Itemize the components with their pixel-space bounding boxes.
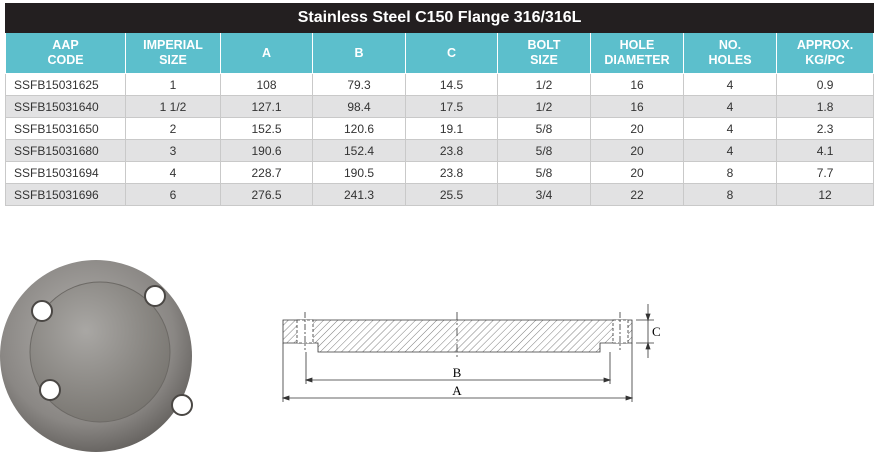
table-cell: 20 — [590, 117, 684, 140]
flange-photo — [0, 260, 193, 452]
header-line: C — [446, 45, 457, 60]
table-cell: SSFB15031640 — [5, 95, 126, 118]
column-header: IMPERIAL SIZE — [125, 32, 221, 74]
table-cell: 2.3 — [775, 117, 875, 140]
header-line: BOLT — [527, 38, 561, 52]
column-header: A — [220, 32, 313, 74]
table-cell: 1/2 — [497, 95, 591, 118]
table-cell: SSFB15031650 — [5, 117, 126, 140]
table-cell: 4 — [683, 139, 777, 162]
header-line: KG/PC — [805, 53, 845, 67]
table-row: SSFB15031694 4 228.7 190.5 23.8 5/8 20 8 7.7 — [5, 161, 875, 184]
table-cell: 5/8 — [497, 161, 591, 184]
table-cell: 190.6 — [220, 139, 313, 162]
table-cell: 22 — [590, 183, 684, 206]
dimension-label: B — [453, 365, 462, 380]
table-cell: 1 — [125, 73, 221, 96]
header-line: HOLE — [619, 38, 655, 52]
table-cell: 4 — [683, 73, 777, 96]
column-header: APPROX. KG/PC — [775, 32, 875, 74]
table-cell: 0.9 — [775, 73, 875, 96]
header-line: DIAMETER — [604, 53, 670, 67]
table-cell: 152.5 — [220, 117, 313, 140]
table-cell: 8 — [683, 161, 777, 184]
header-line: B — [354, 45, 364, 60]
column-header: B — [312, 32, 406, 74]
table-cell: 241.3 — [312, 183, 406, 206]
dimension-label: C — [652, 324, 661, 339]
table-cell: 5/8 — [497, 117, 591, 140]
header-line: CODE — [47, 53, 84, 67]
table-cell: 12 — [775, 183, 875, 206]
table-row: SSFB15031696 6 276.5 241.3 25.5 3/4 22 8 12 — [5, 183, 875, 206]
table-cell: 1.8 — [775, 95, 875, 118]
table-cell: 4 — [125, 161, 221, 184]
table-cell: 23.8 — [405, 161, 498, 184]
table-cell: 6 — [125, 183, 221, 206]
table-cell: 79.3 — [312, 73, 406, 96]
column-header: C — [405, 32, 498, 74]
table-cell: 20 — [590, 161, 684, 184]
table-cell: SSFB15031696 — [5, 183, 126, 206]
table-cell: 108 — [220, 73, 313, 96]
spec-table: Stainless Steel C150 Flange 316/316L AAP… — [4, 3, 875, 206]
table-cell: 228.7 — [220, 161, 313, 184]
table-cell: 4 — [683, 95, 777, 118]
table-cell: 3/4 — [497, 183, 591, 206]
table-row: SSFB15031625 1 108 79.3 14.5 1/2 16 4 0.9 — [5, 73, 875, 96]
column-header: NO. HOLES — [683, 32, 777, 74]
header-line: HOLES — [708, 53, 752, 67]
column-header: BOLT SIZE — [497, 32, 591, 74]
dimension-label: A — [452, 383, 462, 398]
table-cell: SSFB15031694 — [5, 161, 126, 184]
table-cell: 8 — [683, 183, 777, 206]
table-cell: 276.5 — [220, 183, 313, 206]
table-cell: 4.1 — [775, 139, 875, 162]
header-line: NO. — [718, 38, 742, 52]
header-row: AAP CODE IMPERIAL SIZE A B C BOLT SIZE HOLE DIAMET… — [5, 32, 875, 74]
table-cell: 1/2 — [497, 73, 591, 96]
table-cell: 127.1 — [220, 95, 313, 118]
header-line: AAP — [52, 38, 79, 52]
cross-section-drawing — [281, 304, 654, 402]
table-cell: 120.6 — [312, 117, 406, 140]
table-row: SSFB15031680 3 190.6 152.4 23.8 5/8 20 4 4.1 — [5, 139, 875, 162]
table-row: SSFB15031640 1 1/2 127.1 98.4 17.5 1/2 16 4 1.8 — [5, 95, 875, 118]
table-cell: 190.5 — [312, 161, 406, 184]
table-cell: SSFB15031625 — [5, 73, 126, 96]
table-cell: 23.8 — [405, 139, 498, 162]
header-line: A — [261, 45, 272, 60]
table-row: SSFB15031650 2 152.5 120.6 19.1 5/8 20 4 2.3 — [5, 117, 875, 140]
table-cell: SSFB15031680 — [5, 139, 126, 162]
header-line: APPROX. — [796, 38, 854, 52]
table-cell: 1 1/2 — [125, 95, 221, 118]
header-line: IMPERIAL — [143, 38, 203, 52]
table-title: Stainless Steel C150 Flange 316/316L — [4, 3, 875, 33]
header-line: SIZE — [159, 53, 187, 67]
table-cell: 16 — [590, 73, 684, 96]
column-header: HOLE DIAMETER — [590, 32, 684, 74]
table-cell: 98.4 — [312, 95, 406, 118]
header-line: SIZE — [530, 53, 558, 67]
